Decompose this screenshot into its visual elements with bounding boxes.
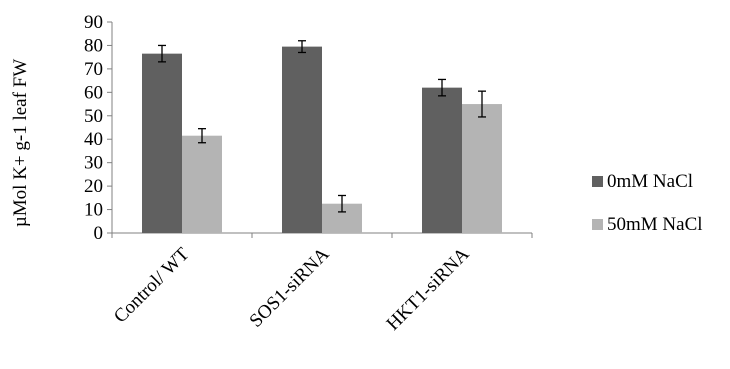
y-tick-label: 0 (94, 223, 104, 244)
bar (422, 87, 462, 234)
y-tick-label: 30 (84, 153, 103, 174)
error-bars (158, 40, 486, 213)
y-tick-label: 50 (84, 106, 103, 127)
y-tick-label: 70 (84, 59, 103, 80)
legend: 0mM NaCl 50mM NaCl (592, 171, 703, 235)
legend-swatch (592, 219, 603, 230)
y-tick-label: 40 (84, 129, 103, 150)
y-tick-label: 80 (84, 35, 103, 56)
x-category-label: HKT1-siRNA (383, 243, 474, 334)
x-axis-ticks: Control/ WT SOS1-siRNA HKT1-siRNA (110, 233, 533, 335)
y-tick-label: 20 (84, 176, 103, 197)
legend-label: 50mM NaCl (607, 214, 703, 235)
x-category-label: SOS1-siRNA (246, 243, 334, 331)
bar (282, 46, 322, 233)
y-tick-label: 60 (84, 82, 103, 103)
y-tick-label: 90 (84, 12, 103, 33)
y-axis-title: µMol K+ g-1 leaf FW (10, 59, 31, 227)
y-tick-label: 10 (84, 200, 103, 221)
legend-label: 0mM NaCl (607, 171, 693, 192)
legend-swatch (592, 176, 603, 187)
x-category-label: Control/ WT (110, 243, 194, 327)
bar (142, 53, 182, 234)
bar (462, 104, 502, 233)
bars (142, 46, 502, 234)
bar (182, 135, 222, 233)
